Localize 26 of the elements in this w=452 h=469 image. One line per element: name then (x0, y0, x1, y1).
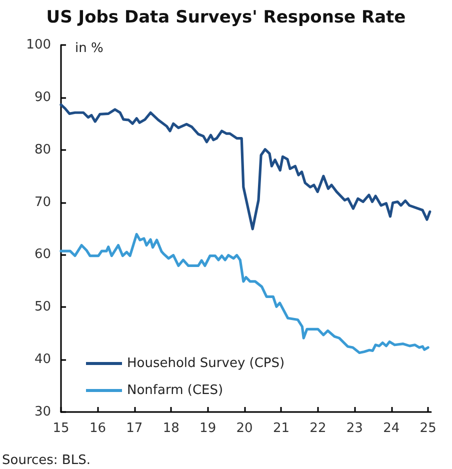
x-tick-label: 22 (310, 421, 326, 436)
y-tick-label: 100 (26, 38, 51, 52)
y-tick-label: 60 (34, 247, 51, 262)
x-tick-label: 25 (420, 421, 436, 436)
source-note: Sources: BLS. (2, 453, 90, 468)
y-tick-label: 50 (34, 300, 51, 315)
x-tick-label: 18 (162, 421, 180, 436)
y-tick-label: 30 (34, 404, 51, 420)
x-tick-label: 23 (346, 421, 363, 436)
x-tick-label: 16 (89, 421, 106, 436)
legend-label: Nonfarm (CES) (127, 383, 224, 398)
x-tick-label: 20 (236, 421, 253, 436)
y-tick-label: 40 (34, 352, 51, 368)
x-tick-label: 19 (200, 421, 216, 436)
chart-title: US Jobs Data Surveys' Response Rate (46, 8, 406, 28)
line-series (60, 103, 432, 230)
y-tick-label: 80 (34, 142, 51, 158)
x-tick-label: 15 (52, 421, 70, 436)
x-tick-label: 24 (383, 421, 400, 436)
x-tick-label: 17 (126, 421, 143, 436)
y-tick-label: 70 (34, 194, 51, 210)
y-tick-label: 90 (34, 90, 51, 105)
line-series (60, 232, 430, 354)
legend-label: Household Survey (CPS) (127, 356, 285, 371)
y-axis-title: in % (75, 41, 104, 56)
x-tick-label: 21 (272, 421, 290, 436)
